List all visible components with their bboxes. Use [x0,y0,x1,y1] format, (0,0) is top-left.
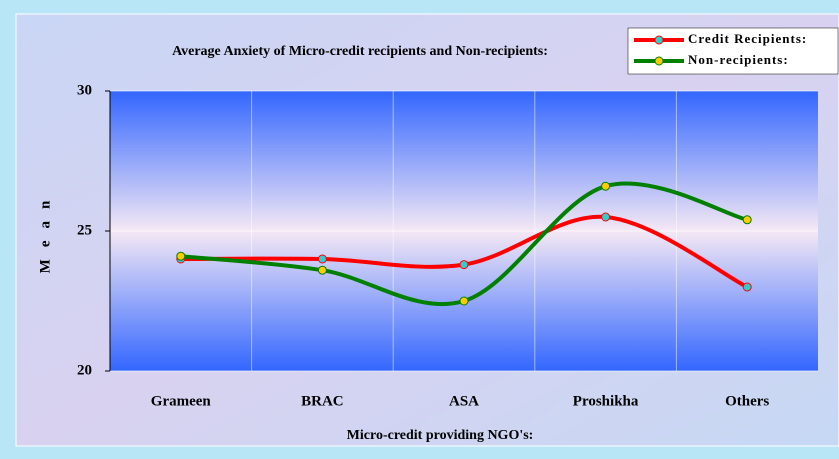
data-point [317,265,327,275]
data-point [601,212,611,222]
y-axis-label: Mean [37,189,53,274]
data-point [317,254,327,264]
series-line [180,181,748,307]
x-axis-label: Micro-credit providing NGO's: [347,428,534,443]
data-point [742,282,752,292]
x-tick-label: BRAC [301,393,344,409]
data-point [601,181,611,191]
data-point [459,260,469,270]
x-tick-label: ASA [449,393,479,409]
legend-label: Credit Recipients: [688,31,807,46]
legend-marker [654,35,664,45]
legend [627,27,839,75]
legend-label: Non-recipients: [688,52,789,67]
y-tick-label: 30 [77,82,92,98]
data-point [742,215,752,225]
chart-title: Average Anxiety of Micro-credit recipien… [172,44,548,59]
x-tick-label: Proshikha [573,393,639,409]
data-point [459,296,469,306]
y-tick-label: 20 [77,362,92,378]
y-tick-label: 25 [77,222,92,238]
data-point [176,251,186,261]
x-tick-label: Grameen [151,393,212,409]
x-tick-label: Others [725,393,769,409]
legend-marker [654,56,664,66]
